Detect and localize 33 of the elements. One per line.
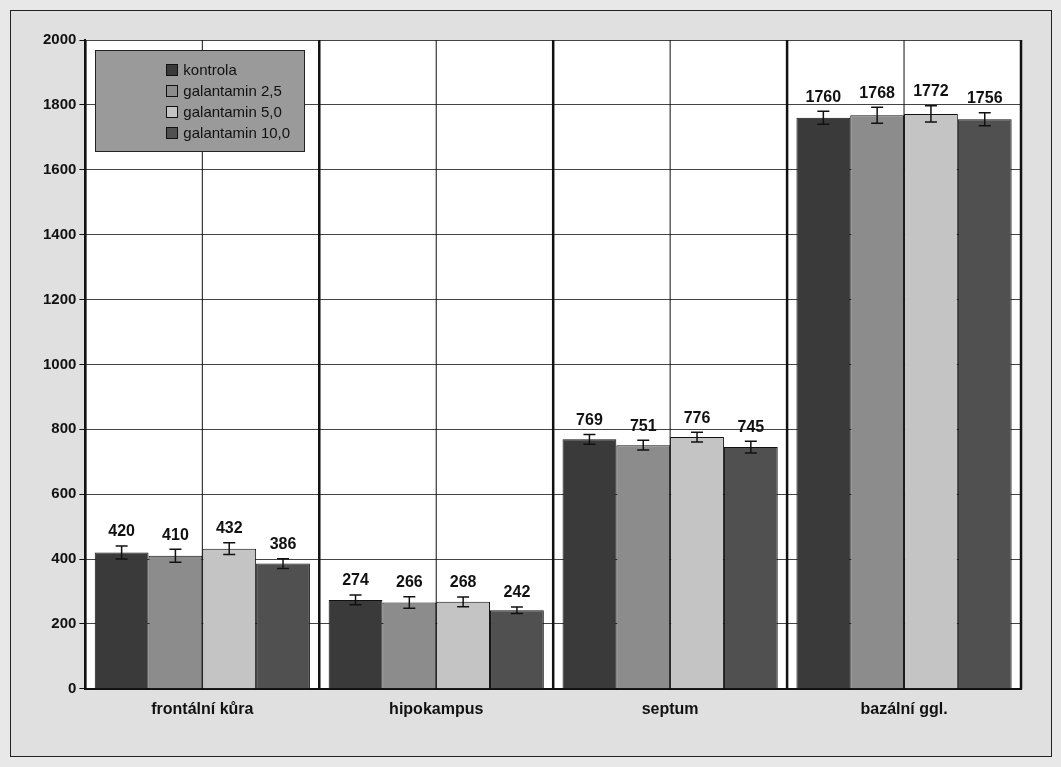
- y-tick-label: 200: [51, 614, 77, 632]
- y-tick-label: 2000: [42, 30, 77, 48]
- data-label: 420: [108, 522, 136, 540]
- y-tick-label: 600: [51, 484, 77, 502]
- data-label: 1768: [859, 83, 896, 101]
- data-label: 266: [395, 573, 423, 591]
- x-tick-label: hipokampus: [389, 699, 484, 717]
- data-label: 268: [449, 573, 477, 591]
- legend-label: galantamin 2,5: [183, 82, 282, 99]
- data-label: 386: [269, 535, 297, 553]
- legend-label: galantamin 5,0: [183, 103, 282, 120]
- y-tick-label: 1400: [42, 224, 77, 242]
- y-tick-label: 1000: [42, 354, 77, 372]
- data-label: 1760: [805, 87, 842, 105]
- y-tick-label: 400: [51, 549, 77, 567]
- legend-label: galantamin 10,0: [183, 124, 291, 141]
- y-tick-label: 800: [51, 419, 77, 437]
- y-tick-label: 1600: [42, 159, 77, 177]
- data-label: 274: [342, 571, 369, 589]
- data-label: 432: [215, 519, 243, 537]
- data-label: 769: [576, 410, 603, 428]
- data-label: 410: [162, 525, 189, 543]
- data-label: 242: [503, 583, 531, 601]
- x-tick-label: bazální ggl.: [860, 699, 948, 717]
- data-label: 1772: [913, 82, 949, 100]
- x-tick-label: frontální kůra: [151, 699, 254, 717]
- data-label: 1756: [966, 89, 1003, 107]
- x-tick-label: septum: [641, 699, 699, 717]
- y-tick-label: 1200: [42, 289, 77, 307]
- data-label: 776: [683, 408, 711, 426]
- y-tick-label: 1800: [42, 95, 77, 113]
- legend-label: kontrola: [183, 61, 237, 78]
- y-tick-label: 0: [68, 678, 77, 696]
